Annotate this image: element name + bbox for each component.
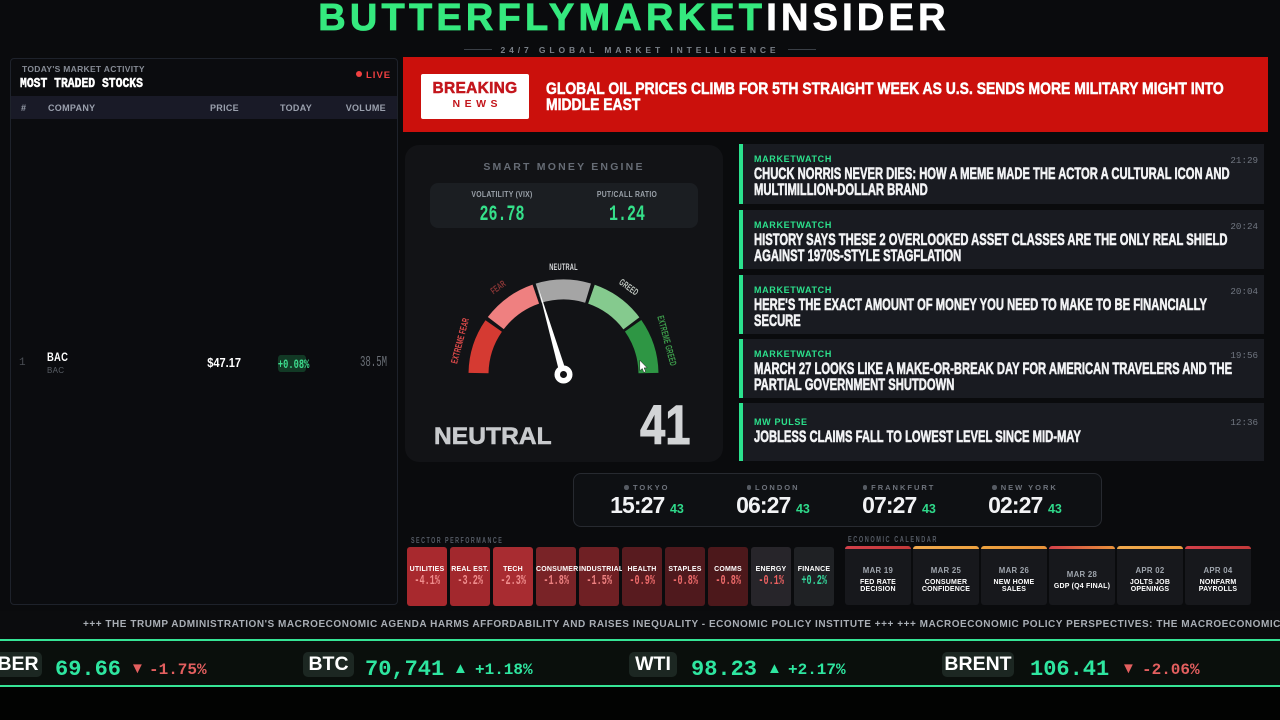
svg-text:FEAR: FEAR — [488, 278, 508, 296]
svg-text:EXTREME FEAR: EXTREME FEAR — [449, 317, 472, 365]
svg-text:GREED: GREED — [617, 277, 641, 298]
svg-text:EXTREME GREED: EXTREME GREED — [655, 314, 679, 367]
svg-text:NEUTRAL: NEUTRAL — [549, 262, 577, 273]
